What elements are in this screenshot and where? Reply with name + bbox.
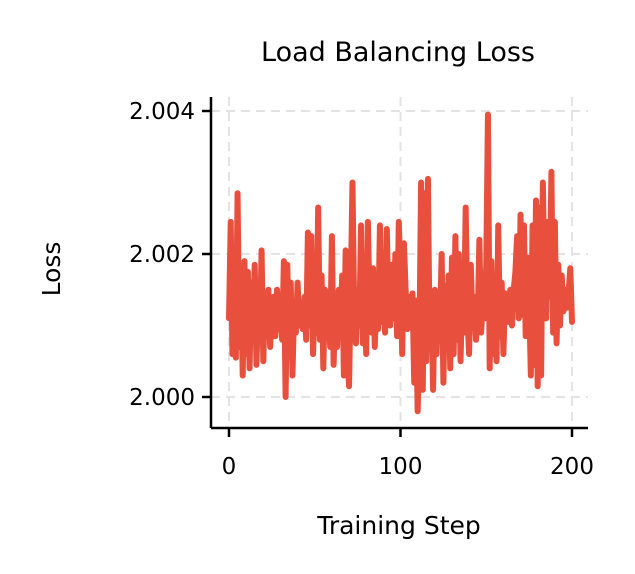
- x-tick-label: 100: [379, 454, 423, 480]
- y-tick-label: 2.002: [129, 242, 195, 268]
- x-axis-label: Training Step: [316, 511, 481, 540]
- x-axis-ticks: 0 100 200: [222, 428, 594, 480]
- y-axis-ticks: 2.000 2.002 2.004: [129, 99, 211, 411]
- y-tick-label: 2.004: [129, 99, 195, 125]
- y-axis-label: Loss: [37, 242, 66, 297]
- data-series: [226, 111, 575, 415]
- x-tick-label: 200: [550, 454, 594, 480]
- chart-title: Load Balancing Loss: [261, 37, 535, 68]
- x-tick-label: 0: [222, 454, 237, 480]
- y-tick-label: 2.000: [129, 385, 195, 411]
- loss-line: [226, 111, 575, 415]
